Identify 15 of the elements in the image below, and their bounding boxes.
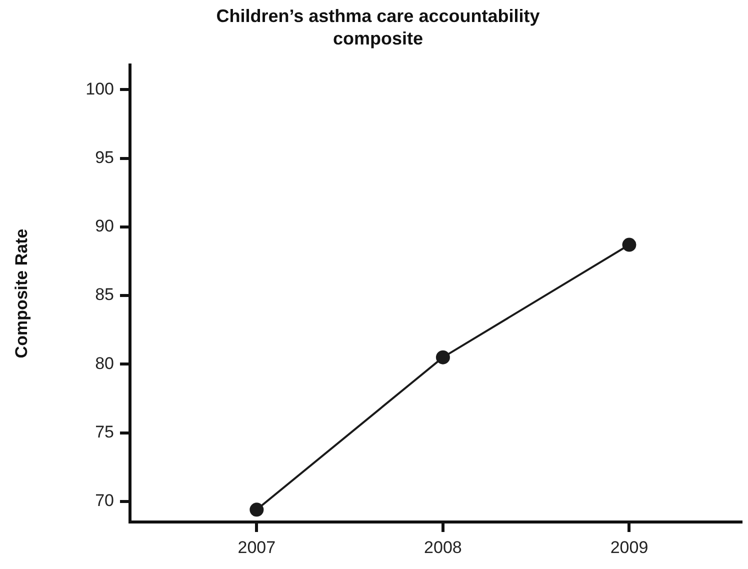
y-tick-label: 85 (95, 285, 114, 304)
x-tick-label: 2008 (424, 538, 462, 557)
point (250, 502, 264, 517)
y-tick-label: 90 (95, 216, 114, 236)
y-tick-label: 95 (95, 148, 114, 168)
x-tick-label: 2009 (610, 538, 648, 557)
point (622, 238, 636, 252)
y-tick-label: 80 (95, 354, 114, 373)
y-axis-title: Composite Rate (12, 228, 31, 358)
chart-title: Children’s asthma care accountability composite (216, 6, 540, 49)
y-tick-label: 70 (95, 491, 114, 510)
point (436, 350, 450, 364)
y-tick-label: 75 (95, 422, 114, 442)
y-tick-label: 100 (86, 79, 114, 98)
x-tick-label: 2007 (238, 538, 276, 557)
